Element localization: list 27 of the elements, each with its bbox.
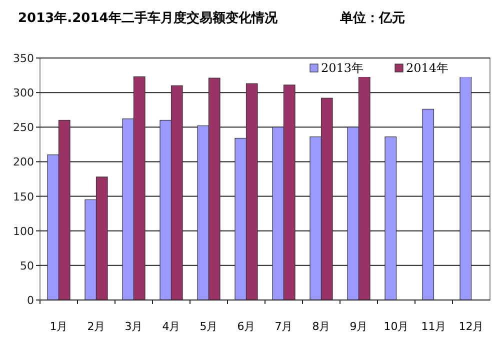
x-tick-label: 12月 bbox=[458, 320, 484, 333]
y-tick-label: 250 bbox=[13, 121, 34, 134]
chart-subtitle: 单位：亿元 bbox=[339, 10, 405, 26]
x-tick-label: 6月 bbox=[237, 320, 256, 333]
bar bbox=[384, 136, 397, 300]
legend-label: 2014年 bbox=[406, 61, 449, 75]
y-tick-label: 200 bbox=[13, 156, 34, 169]
y-tick-label: 150 bbox=[13, 190, 34, 204]
x-tick-label: 9月 bbox=[350, 320, 368, 333]
y-tick-label: 350 bbox=[13, 52, 34, 65]
x-tick-label: 7月 bbox=[274, 320, 293, 333]
x-tick-label: 1月 bbox=[50, 320, 68, 333]
legend-label: 2013年 bbox=[321, 61, 364, 75]
bar bbox=[422, 108, 434, 300]
y-tick-label: 300 bbox=[13, 86, 34, 100]
bar bbox=[460, 76, 472, 300]
y-tick-label: 0 bbox=[27, 294, 34, 307]
y-tick-label: 50 bbox=[20, 259, 34, 272]
x-tick-label: 3月 bbox=[124, 320, 143, 333]
x-tick-label: 8月 bbox=[312, 320, 330, 333]
chart-title: 2013年.2014年二手车月度交易额变化情况 bbox=[18, 10, 278, 26]
x-tick-label: 10月 bbox=[384, 320, 409, 333]
x-tick-label: 11月 bbox=[421, 320, 446, 333]
y-tick-label: 100 bbox=[13, 224, 34, 238]
x-tick-label: 5月 bbox=[200, 320, 218, 333]
x-tick-label: 2月 bbox=[87, 320, 106, 333]
x-tick-label: 4月 bbox=[162, 320, 180, 333]
